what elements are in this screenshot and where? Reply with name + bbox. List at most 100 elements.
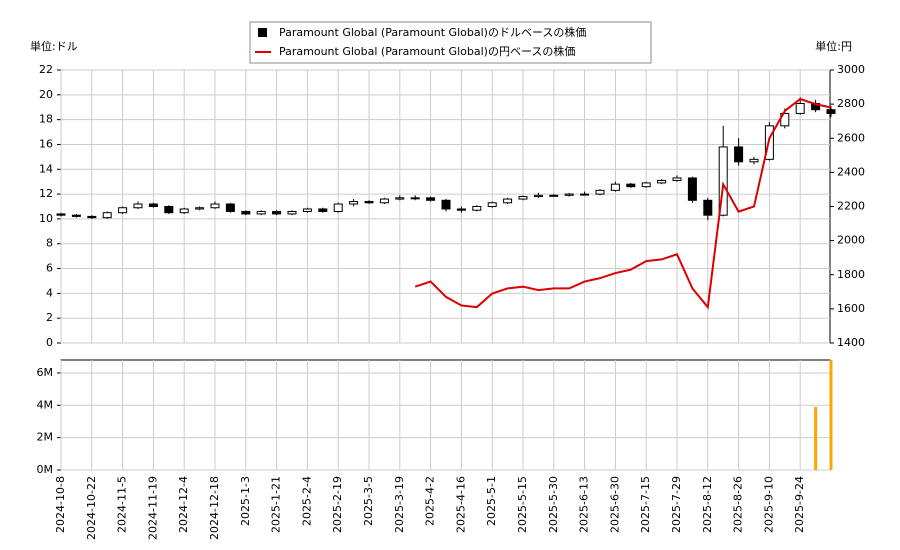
y-axis-label: 単位:ドル bbox=[30, 39, 78, 53]
x-tick-label: 2025-4-2 bbox=[424, 476, 437, 526]
volume-tick-label: 4M bbox=[37, 398, 54, 411]
candle-body bbox=[533, 194, 543, 198]
volume-bar bbox=[829, 360, 833, 470]
y2-tick-label: 1600 bbox=[837, 302, 865, 315]
candle-body bbox=[749, 158, 759, 163]
y-tick-label: 10 bbox=[39, 212, 53, 225]
x-tick-label: 2024-10-8 bbox=[54, 476, 67, 533]
legend bbox=[249, 21, 652, 64]
candle-body bbox=[87, 215, 97, 219]
candle-body bbox=[179, 208, 189, 214]
candle-body bbox=[564, 193, 574, 196]
candle-body bbox=[503, 198, 513, 204]
y-tick-label: 22 bbox=[39, 63, 53, 76]
volume-bar bbox=[814, 406, 818, 470]
candle-body bbox=[549, 194, 559, 197]
y-tick-label: 8 bbox=[46, 237, 53, 250]
x-tick-label: 2025-2-4 bbox=[300, 476, 313, 526]
candle-body bbox=[657, 179, 667, 184]
candle-body bbox=[256, 210, 266, 215]
candle-body bbox=[795, 103, 805, 114]
x-tick-label: 2025-9-10 bbox=[762, 476, 775, 533]
x-tick-label: 2025-8-26 bbox=[732, 476, 745, 533]
y2-tick-label: 2000 bbox=[837, 234, 865, 247]
y-tick-label: 4 bbox=[46, 286, 53, 299]
y2-tick-label: 2600 bbox=[837, 131, 865, 144]
candle-body bbox=[610, 183, 620, 191]
candle-body bbox=[164, 206, 174, 214]
y2-tick-label: 3000 bbox=[837, 63, 865, 76]
x-tick-label: 2024-11-19 bbox=[146, 476, 159, 540]
volume-tick-label: 6M bbox=[37, 366, 54, 379]
candle-body bbox=[410, 197, 420, 200]
candle-body bbox=[641, 182, 651, 188]
y-tick-label: 18 bbox=[39, 113, 53, 126]
x-tick-label: 2024-12-4 bbox=[177, 476, 190, 533]
candle-body bbox=[302, 208, 312, 212]
candle-body bbox=[703, 199, 713, 216]
x-tick-label: 2024-12-18 bbox=[208, 476, 221, 540]
y2-tick-label: 2800 bbox=[837, 97, 865, 110]
y-tick-label: 12 bbox=[39, 187, 53, 200]
x-tick-label: 2024-11-5 bbox=[116, 476, 129, 533]
x-tick-label: 2025-9-24 bbox=[793, 476, 806, 533]
candle-body bbox=[349, 201, 359, 205]
x-tick-label: 2025-5-15 bbox=[516, 476, 529, 533]
candle-body bbox=[148, 203, 158, 208]
y-tick-label: 6 bbox=[46, 262, 53, 275]
candle-body bbox=[210, 203, 220, 209]
volume-tick-label: 2M bbox=[37, 431, 54, 444]
y-tick-label: 0 bbox=[46, 336, 53, 349]
candle-body bbox=[118, 207, 128, 214]
candle-body bbox=[441, 199, 451, 210]
candle-body bbox=[225, 203, 235, 212]
candle-body bbox=[672, 177, 682, 181]
candle-body bbox=[102, 212, 112, 219]
candle-body bbox=[272, 210, 282, 215]
x-tick-label: 2025-8-12 bbox=[701, 476, 714, 533]
candle-body bbox=[133, 203, 143, 209]
y-tick-label: 16 bbox=[39, 137, 53, 150]
y2-tick-label: 2200 bbox=[837, 200, 865, 213]
candle-body bbox=[472, 206, 482, 211]
x-tick-label: 2025-6-13 bbox=[578, 476, 591, 533]
x-tick-label: 2025-1-3 bbox=[239, 476, 252, 526]
x-tick-label: 2025-4-16 bbox=[454, 476, 467, 533]
candle-body bbox=[287, 210, 297, 215]
y2-tick-label: 2400 bbox=[837, 165, 865, 178]
x-tick-label: 2025-6-30 bbox=[608, 476, 621, 533]
candle-body bbox=[364, 201, 374, 204]
x-tick-label: 2025-7-15 bbox=[639, 476, 652, 533]
yen-line bbox=[414, 97, 832, 310]
x-tick-label: 2025-3-19 bbox=[393, 476, 406, 533]
x-tick-label: 2025-7-29 bbox=[670, 476, 683, 533]
candle-body bbox=[487, 202, 497, 207]
legend-label: Paramount Global (Paramount Global)のドルベー… bbox=[279, 25, 586, 39]
candle-body bbox=[687, 177, 697, 201]
candle-body bbox=[826, 109, 836, 114]
candle-body bbox=[195, 207, 205, 210]
x-tick-label: 2025-1-21 bbox=[270, 476, 283, 533]
candle-body bbox=[395, 197, 405, 200]
candle-body bbox=[456, 208, 466, 211]
legend-swatch bbox=[258, 28, 267, 37]
candle-body bbox=[518, 196, 528, 200]
candle-body bbox=[734, 146, 744, 163]
volume-area bbox=[60, 359, 831, 471]
y2-tick-label: 1400 bbox=[837, 336, 865, 349]
x-tick-label: 2024-10-22 bbox=[85, 476, 98, 540]
candle-body bbox=[379, 198, 389, 204]
volume-tick-label: 0M bbox=[37, 463, 54, 476]
candle-body bbox=[71, 214, 81, 217]
candle-body bbox=[318, 208, 328, 212]
y-tick-label: 20 bbox=[39, 88, 53, 101]
candle-body bbox=[718, 146, 728, 216]
x-tick-label: 2025-2-19 bbox=[331, 476, 344, 533]
candle-body bbox=[626, 183, 636, 188]
candle-body bbox=[426, 197, 436, 201]
y2-tick-label: 1800 bbox=[837, 268, 865, 281]
candle-body bbox=[580, 193, 590, 196]
candle-body bbox=[241, 210, 251, 215]
